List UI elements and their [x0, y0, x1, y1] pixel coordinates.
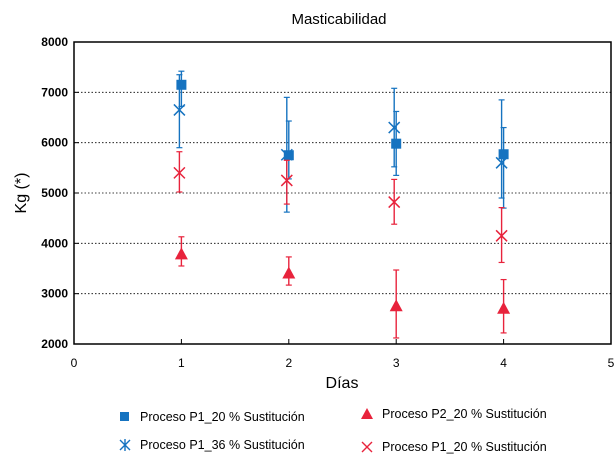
data-point-triangle: [389, 299, 403, 312]
legend-item-1: Proceso P1_36 % Sustitución: [116, 438, 305, 452]
data-point-square: [176, 79, 187, 90]
x-tick-label: 3: [393, 356, 400, 370]
legend-label: Proceso P1_20 % Sustitución: [382, 440, 547, 454]
data-point-square: [391, 138, 402, 149]
data-point-x: [495, 156, 508, 169]
triangle-marker-icon: [358, 407, 376, 421]
y-tick-label: 3000: [41, 287, 68, 301]
x-tick-label: 1: [178, 356, 185, 370]
data-point-x: [495, 229, 508, 242]
y-tick-label: 6000: [41, 136, 68, 150]
data-point-triangle: [497, 301, 511, 314]
y-axis-label: Kg (*): [13, 173, 30, 214]
data-point-x: [280, 174, 293, 187]
data-point-triangle: [174, 247, 188, 260]
x-tick-label: 4: [500, 356, 507, 370]
x-tick-label: 0: [71, 356, 78, 370]
legend-item-3: Proceso P1_20 % Sustitución: [358, 440, 547, 454]
x-axis-label: Días: [326, 375, 359, 392]
grid-lines: [74, 91, 611, 295]
legend-item-0: Proceso P1_20 % Sustitución: [116, 410, 305, 424]
x-tick-label: 2: [285, 356, 292, 370]
y-tick-label: 5000: [41, 186, 68, 200]
data-point-triangle: [282, 266, 296, 279]
series-0: [176, 70, 509, 209]
x-marker-icon: [358, 440, 376, 454]
data-point-x: [280, 148, 293, 161]
y-tick-label: 8000: [41, 35, 68, 49]
legend-label: Proceso P1_36 % Sustitución: [140, 438, 305, 452]
legend-item-2: Proceso P2_20 % Sustitución: [358, 407, 547, 421]
legend-label: Proceso P2_20 % Sustitución: [382, 407, 547, 421]
x-tick-label: 5: [608, 356, 615, 370]
square-marker-icon: [116, 411, 134, 423]
data-point-x: [388, 121, 401, 134]
data-point-x: [173, 103, 186, 116]
y-tick-label: 7000: [41, 85, 68, 99]
y-axis: 2000 3000 4000 5000 6000 7000 8000: [41, 35, 79, 351]
series-2: [174, 236, 511, 339]
data-point-square: [498, 149, 509, 160]
series-3: [173, 151, 508, 264]
x-marker-icon: [116, 438, 134, 452]
series-1: [173, 74, 508, 213]
legend-label: Proceso P1_20 % Sustitución: [140, 410, 305, 424]
chart-title: Masticabilidad: [291, 11, 386, 28]
data-marks: [173, 70, 511, 339]
data-point-square: [283, 150, 294, 161]
data-point-x: [173, 166, 186, 179]
y-tick-label: 4000: [41, 236, 68, 250]
y-tick-label: 2000: [41, 337, 68, 351]
data-point-x: [388, 196, 401, 209]
x-axis: 0 1 2 3 4 5: [71, 339, 615, 370]
